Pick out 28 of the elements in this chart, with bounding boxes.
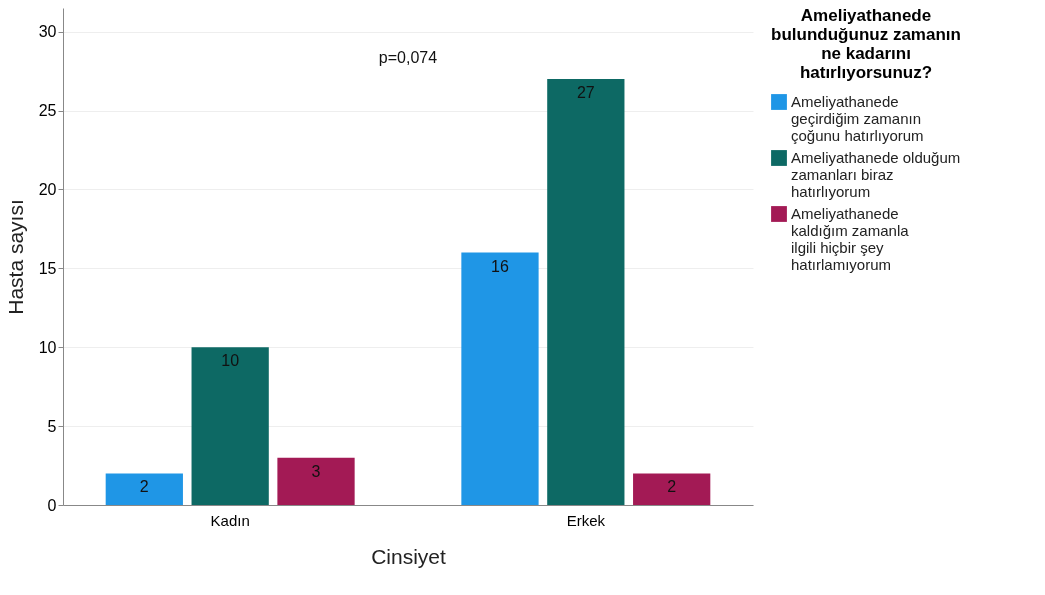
x-axis-title: Cinsiyet — [371, 544, 446, 568]
legend-title: Ameliyathanede bulunduğunuz zamanın ne kadarını hatırlıyorsunuz? — [771, 6, 961, 82]
bar — [105, 473, 183, 505]
data-label: 2 — [139, 478, 149, 496]
y-tick-label: 25 — [38, 102, 57, 120]
annotation: p=0,074 — [378, 49, 438, 66]
x-tick-label: Erkek — [566, 511, 606, 529]
data-label: 3 — [311, 462, 321, 480]
bar — [461, 252, 539, 505]
y-tick-label: 15 — [38, 259, 57, 277]
data-label: 10 — [221, 352, 240, 370]
bar — [633, 473, 711, 505]
legend-label: Ameliyathanede kaldığım zamanla ilgili hiçbir şey hatırlamıyorum — [791, 205, 910, 273]
x-tick-label: Kadın — [210, 511, 250, 529]
data-label: 27 — [576, 84, 595, 101]
y-tick-label: 0 — [47, 496, 57, 514]
bar — [277, 457, 355, 505]
bar — [547, 79, 625, 505]
y-tick-label: 20 — [38, 180, 57, 198]
y-tick-label: 30 — [38, 23, 57, 41]
data-label: 16 — [491, 257, 509, 275]
data-label: 2 — [667, 478, 677, 496]
y-axis-title: Hasta sayısı — [3, 199, 27, 315]
legend-label: Ameliyathanede olduğum zamanları biraz hatırlıyorum — [791, 149, 961, 200]
y-tick-label: 10 — [38, 338, 57, 356]
bar — [191, 347, 269, 505]
y-tick-label: 5 — [47, 417, 57, 435]
legend-label: Ameliyathanede geçirdiğim zamanın çoğunu hatırlıyorum — [791, 93, 924, 144]
